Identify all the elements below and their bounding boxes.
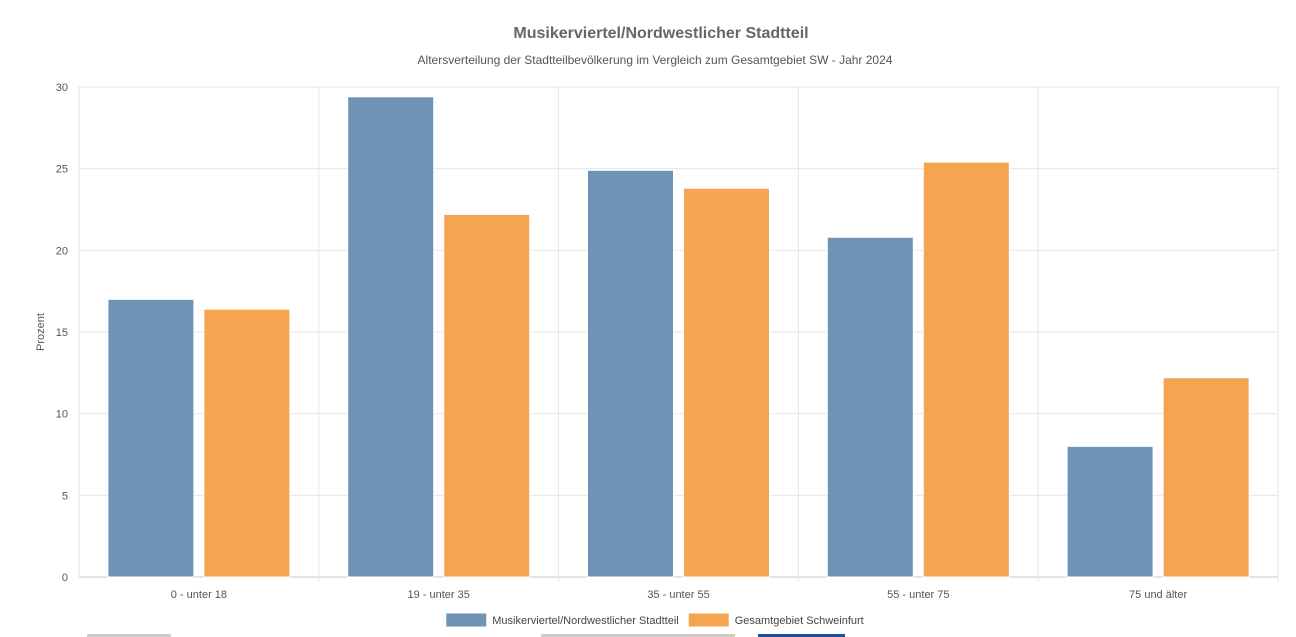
bar[interactable] [587,169,674,578]
legend-swatch[interactable] [688,613,729,627]
y-tick-label: 10 [56,409,68,421]
legend-label[interactable]: Gesamtgebiet Schweinfurt [735,615,864,627]
partial-control-center [541,634,735,637]
x-tick-label: 55 - unter 75 [887,589,949,601]
x-tick-label: 19 - unter 35 [408,589,470,601]
bar[interactable] [1162,377,1250,578]
tick-labels: 0 5 10 15 20 25 30 0 - unter 18 19 - unter 35 35 … [56,82,1188,601]
legend-swatch[interactable] [446,613,487,627]
bar[interactable] [826,236,914,578]
y-tick-label: 15 [56,327,68,339]
bar[interactable] [107,298,195,578]
x-tick-label: 35 - unter 55 [647,589,709,601]
partial-control-left [87,634,171,637]
y-tick-label: 30 [56,82,68,94]
bar[interactable] [203,308,291,578]
bar[interactable] [347,96,435,578]
y-tick-label: 5 [62,490,68,502]
legend[interactable]: Musikerviertel/Nordwestlicher Stadtteil G… [446,613,864,628]
bars [107,96,1250,578]
bar[interactable] [922,161,1010,578]
x-tick-label: 75 und älter [1129,589,1187,601]
legend-label[interactable]: Musikerviertel/Nordwestlicher Stadtteil [492,615,678,627]
partial-control-right [758,634,845,637]
bar[interactable] [683,187,770,578]
y-axis-label: Prozent [35,313,47,351]
bar[interactable] [443,213,531,578]
chart-subtitle: Altersverteilung der Stadtteilbevölkerun… [418,53,893,67]
x-tick-label: 0 - unter 18 [171,589,227,601]
y-tick-label: 20 [56,245,68,257]
chart-title: Musikerviertel/Nordwestlicher Stadtteil [513,25,808,42]
bar[interactable] [1066,445,1154,578]
y-tick-label: 0 [62,572,68,584]
y-tick-label: 25 [56,164,68,176]
